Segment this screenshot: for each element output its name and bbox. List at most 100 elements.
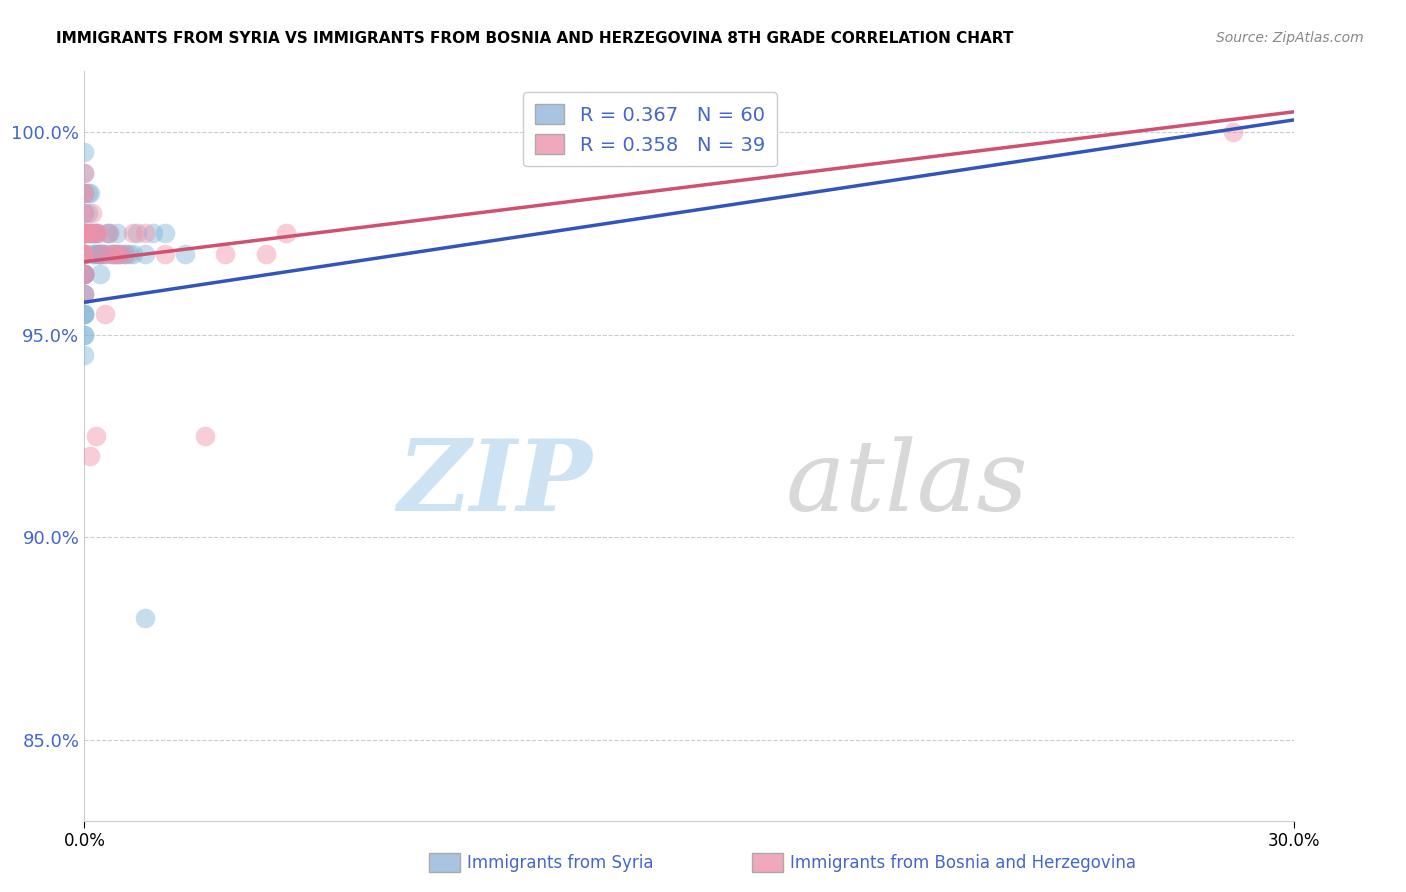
- Point: [105, 227, 128, 241]
- Point: [73, 166, 96, 180]
- Point: [76, 206, 98, 220]
- Point: [90, 246, 112, 260]
- Point: [114, 246, 136, 260]
- Point: [87, 227, 110, 241]
- Point: [73, 145, 96, 160]
- Point: [174, 246, 197, 260]
- Text: Source: ZipAtlas.com: Source: ZipAtlas.com: [1216, 31, 1364, 45]
- Point: [73, 166, 96, 180]
- Point: [125, 227, 148, 241]
- Point: [73, 267, 96, 281]
- Point: [97, 227, 120, 241]
- Point: [73, 227, 96, 241]
- Point: [110, 246, 132, 260]
- Point: [134, 246, 156, 260]
- Point: [105, 246, 128, 260]
- Point: [91, 246, 114, 260]
- Point: [121, 246, 143, 260]
- Point: [100, 246, 122, 260]
- Point: [73, 206, 96, 220]
- Point: [87, 246, 110, 260]
- Point: [73, 227, 96, 241]
- Point: [73, 186, 96, 200]
- Point: [82, 206, 104, 220]
- Point: [73, 327, 96, 342]
- Point: [79, 227, 101, 241]
- Point: [77, 227, 100, 241]
- Point: [101, 246, 124, 260]
- Point: [73, 186, 96, 200]
- Point: [75, 227, 97, 241]
- Point: [73, 267, 96, 281]
- Point: [274, 227, 297, 241]
- Point: [86, 246, 108, 260]
- Point: [73, 246, 96, 260]
- Point: [89, 267, 111, 281]
- Point: [194, 429, 217, 443]
- Point: [214, 246, 236, 260]
- Point: [557, 104, 579, 119]
- Point: [93, 246, 115, 260]
- Point: [80, 227, 103, 241]
- Point: [105, 246, 128, 260]
- Point: [73, 287, 96, 301]
- Text: atlas: atlas: [786, 436, 1028, 531]
- Text: Immigrants from Syria: Immigrants from Syria: [467, 854, 654, 871]
- Point: [73, 287, 96, 301]
- Point: [97, 227, 120, 241]
- Point: [86, 227, 108, 241]
- Point: [84, 227, 107, 241]
- Legend: R = 0.367   N = 60, R = 0.358   N = 39: R = 0.367 N = 60, R = 0.358 N = 39: [523, 92, 776, 167]
- Point: [73, 267, 96, 281]
- Point: [96, 227, 118, 241]
- Point: [77, 186, 100, 200]
- Text: IMMIGRANTS FROM SYRIA VS IMMIGRANTS FROM BOSNIA AND HERZEGOVINA 8TH GRADE CORREL: IMMIGRANTS FROM SYRIA VS IMMIGRANTS FROM…: [56, 31, 1014, 46]
- Point: [142, 227, 165, 241]
- Point: [83, 246, 105, 260]
- Point: [153, 246, 176, 260]
- Point: [73, 307, 96, 321]
- Point: [73, 227, 96, 241]
- Point: [73, 246, 96, 260]
- Point: [73, 327, 96, 342]
- Point: [107, 246, 129, 260]
- Point: [73, 267, 96, 281]
- Point: [118, 246, 141, 260]
- Point: [93, 246, 115, 260]
- Point: [73, 186, 96, 200]
- Point: [89, 246, 111, 260]
- Point: [73, 227, 96, 241]
- Point: [89, 246, 111, 260]
- Text: Immigrants from Bosnia and Herzegovina: Immigrants from Bosnia and Herzegovina: [790, 854, 1136, 871]
- Point: [73, 246, 96, 260]
- Point: [73, 246, 96, 260]
- Point: [73, 287, 96, 301]
- Point: [73, 246, 96, 260]
- Point: [82, 227, 104, 241]
- Point: [101, 246, 124, 260]
- Point: [73, 246, 96, 260]
- Point: [86, 429, 108, 443]
- Point: [121, 227, 143, 241]
- Point: [153, 227, 176, 241]
- Point: [73, 267, 96, 281]
- Text: ZIP: ZIP: [398, 435, 592, 532]
- Point: [104, 246, 127, 260]
- Point: [73, 348, 96, 362]
- Point: [254, 246, 277, 260]
- Point: [134, 611, 156, 625]
- Point: [86, 227, 108, 241]
- Point: [79, 449, 101, 463]
- Point: [73, 267, 96, 281]
- Point: [73, 246, 96, 260]
- Point: [73, 206, 96, 220]
- Point: [1222, 125, 1244, 139]
- Point: [93, 307, 115, 321]
- Point: [73, 307, 96, 321]
- Point: [82, 246, 104, 260]
- Point: [83, 227, 105, 241]
- Point: [73, 267, 96, 281]
- Point: [75, 227, 97, 241]
- Point: [77, 227, 100, 241]
- Point: [114, 246, 136, 260]
